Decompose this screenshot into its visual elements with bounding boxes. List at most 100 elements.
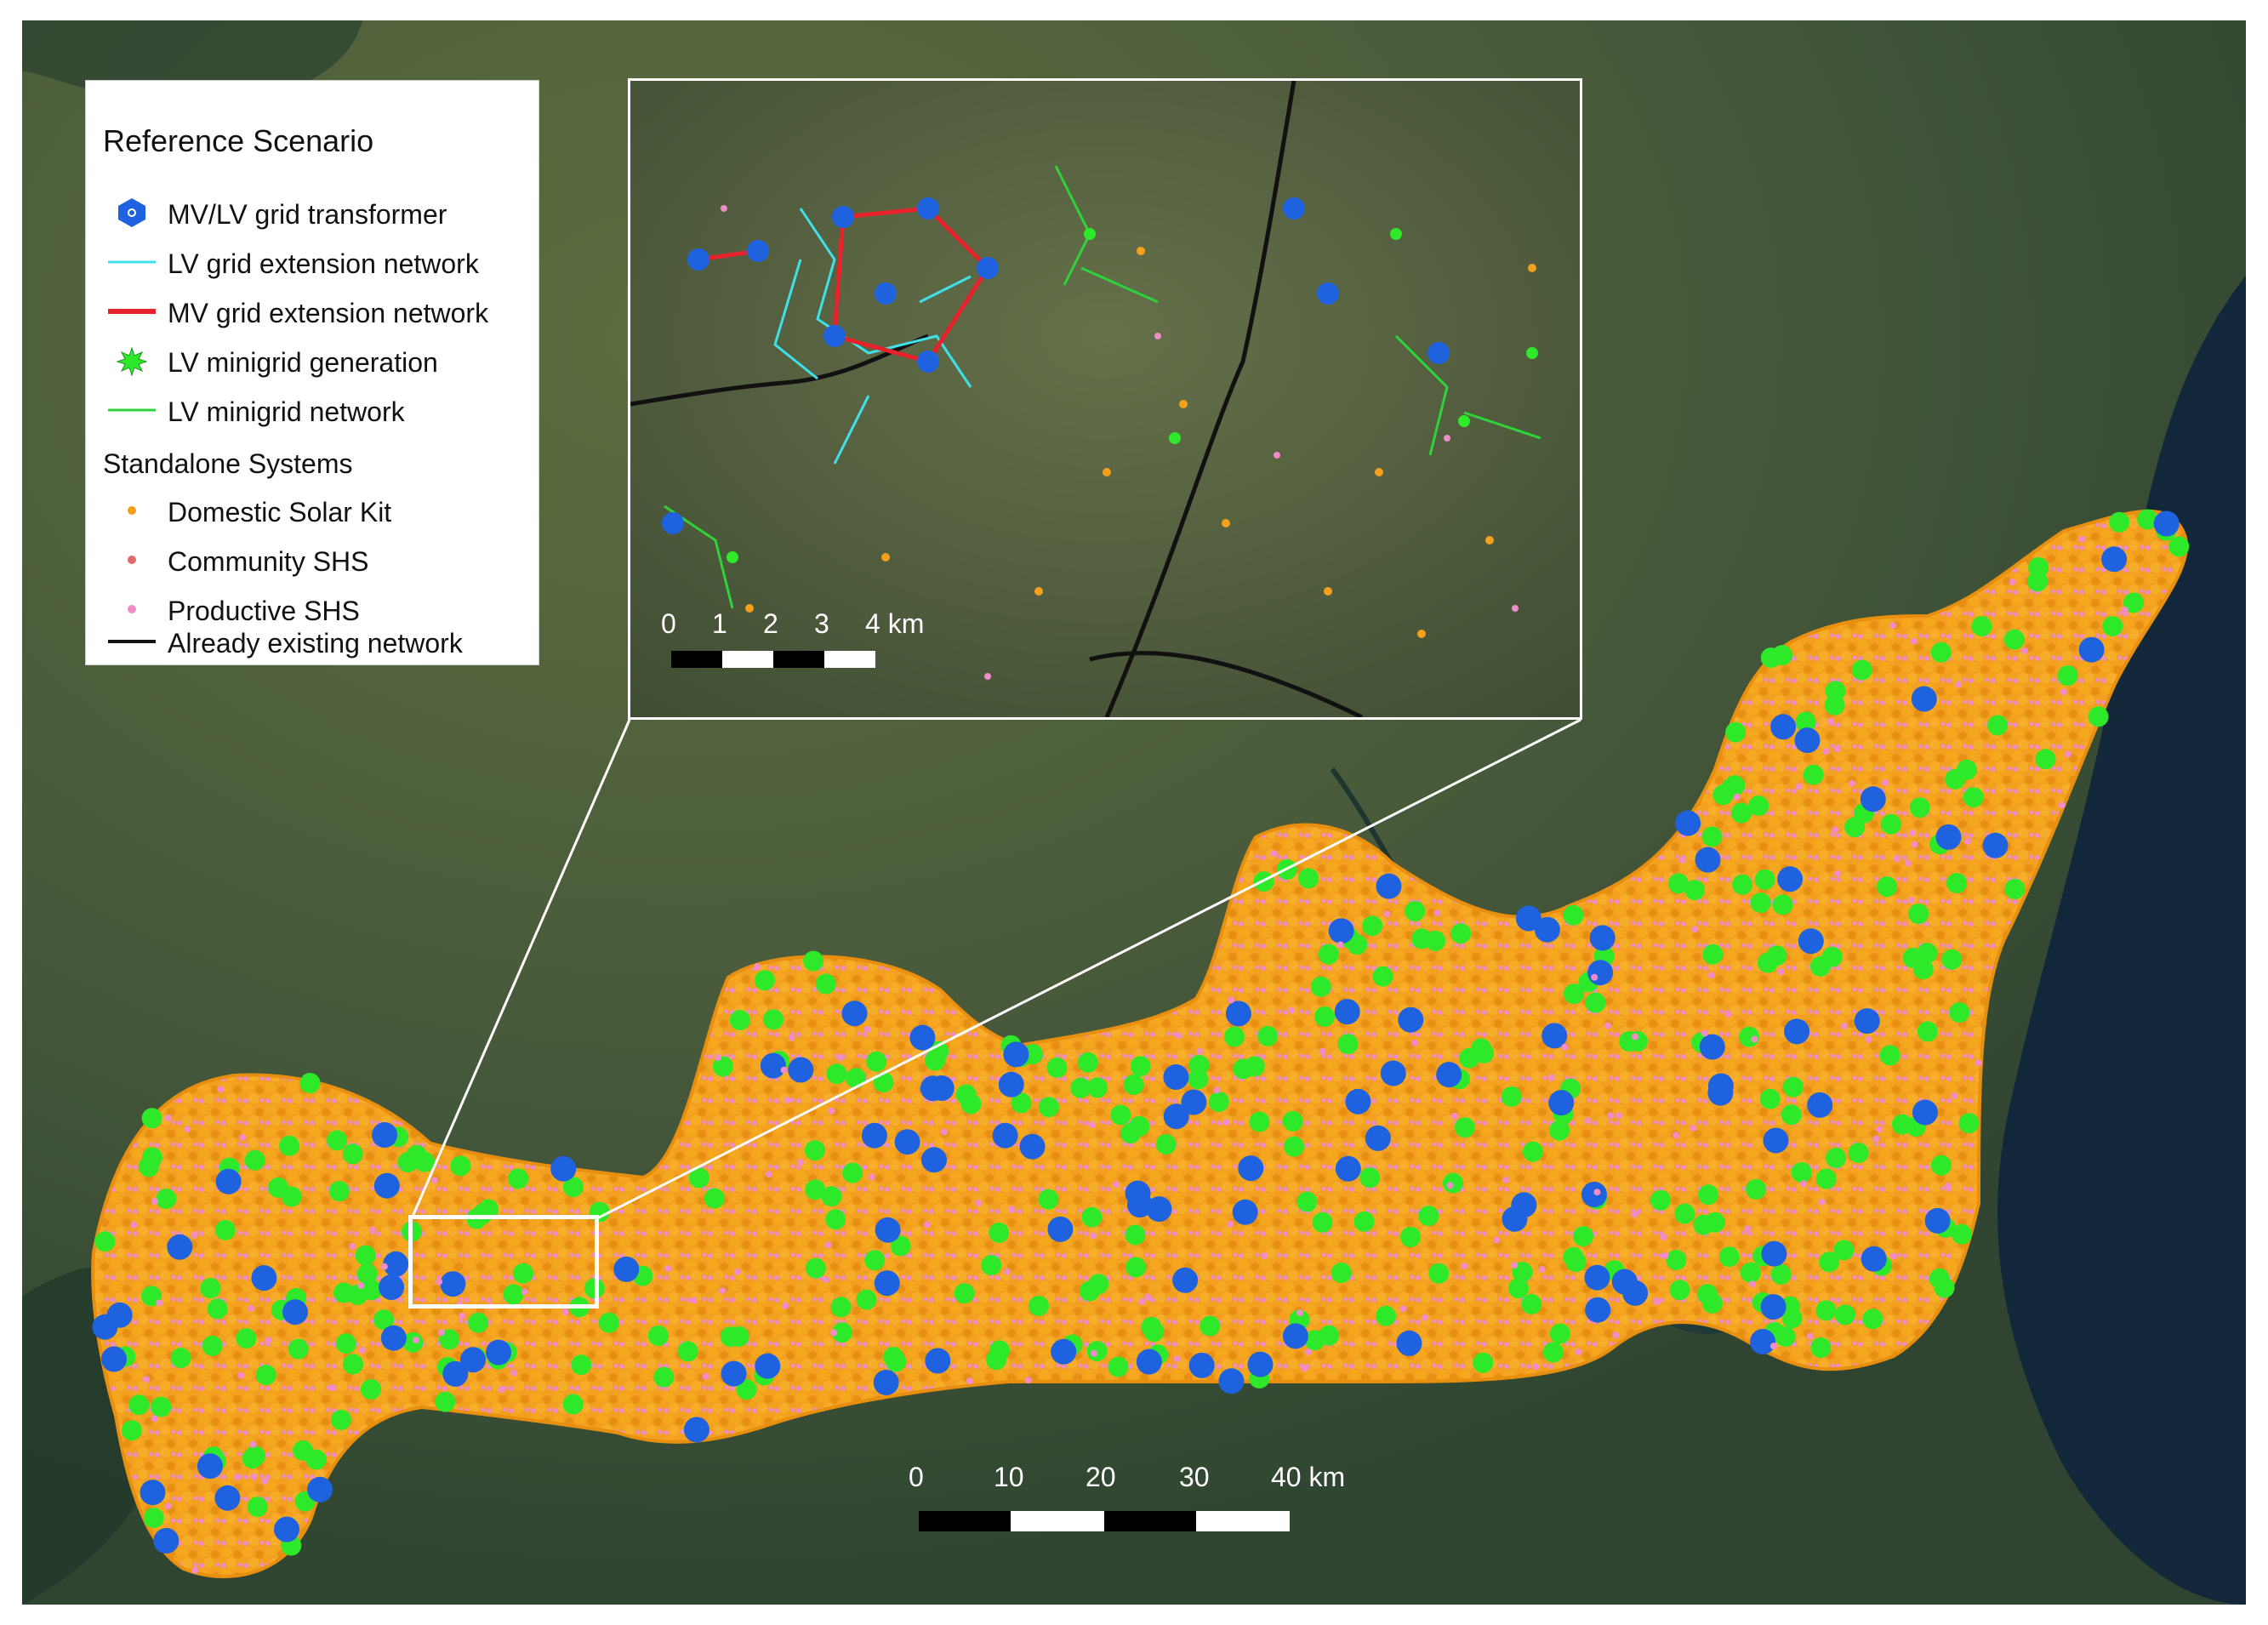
grid-transformer-marker: [153, 1528, 180, 1554]
productive-shs-marker: [165, 1502, 173, 1510]
minigrid-generation-marker: [1450, 923, 1472, 944]
minigrid-generation-marker: [2137, 509, 2158, 530]
inset-scale-label-4: 4 km: [865, 608, 925, 639]
minigrid-generation-marker: [805, 1140, 825, 1161]
minigrid-generation-marker: [1929, 1268, 1950, 1289]
minigrid-generation-marker: [1573, 1226, 1593, 1247]
minigrid-generation-marker: [1312, 1212, 1333, 1233]
minigrid-generation-marker: [450, 1155, 471, 1177]
minigrid-generation-marker: [1188, 1054, 1210, 1075]
grid-transformer-marker: [274, 1516, 299, 1542]
minigrid-generation-marker: [846, 1068, 867, 1089]
grid-transformer-marker: [1750, 1329, 1776, 1354]
productive-shs-marker: [130, 1221, 138, 1229]
grid-transformer-marker: [1247, 1351, 1274, 1377]
minigrid-generation-marker: [373, 1309, 395, 1331]
minigrid-generation-marker: [1087, 1077, 1108, 1098]
lake-east: [1997, 276, 2246, 1605]
minigrid-generation-marker: [1223, 1026, 1245, 1047]
minigrid-generation-marker: [343, 1354, 363, 1375]
minigrid-generation-marker: [571, 1354, 592, 1376]
productive-shs-marker: [868, 1173, 875, 1181]
productive-shs-marker: [1800, 1180, 1808, 1188]
minigrid-generation-marker: [1795, 711, 1816, 733]
grid-transformer-marker: [167, 1234, 193, 1260]
productive-shs-marker: [1975, 1059, 1982, 1067]
legend-item-lv-grid: LV grid extension network: [86, 241, 540, 283]
grid-transformer-marker: [1587, 960, 1614, 986]
minigrid-generation-marker: [2168, 536, 2190, 557]
inset-productive-shs: [721, 205, 1519, 680]
minigrid-generation-marker: [1549, 1120, 1570, 1141]
inset-transformers: [662, 197, 1450, 534]
minigrid-generation-marker: [207, 1298, 228, 1320]
grid-transformer-marker: [440, 1271, 466, 1297]
minigrid-generation-marker: [1257, 1025, 1279, 1046]
productive-shs-marker: [1660, 1234, 1667, 1241]
productive-shs-marker: [1733, 793, 1741, 801]
minigrid-generation-marker: [361, 1379, 381, 1400]
minigrid-generation-marker: [1851, 659, 1872, 681]
grid-transformer-marker: [1163, 1064, 1189, 1090]
minigrid-generation-marker: [866, 1051, 887, 1072]
productive-shs-marker: [690, 1297, 698, 1304]
main-scale-label-20: 20: [1086, 1462, 1116, 1492]
minigrid-generation-marker: [1963, 787, 1984, 808]
minigrid-generation-marker: [1684, 880, 1706, 901]
grid-transformer-marker: [909, 1024, 936, 1051]
existing-network-line-3: [1089, 651, 1364, 717]
productive-shs-marker: [1144, 1293, 1152, 1301]
minigrid-generation-marker: [1563, 1246, 1584, 1268]
minigrid-generation-marker: [1748, 795, 1769, 817]
minigrid-generation-marker: [1833, 1240, 1855, 1261]
productive-shs-marker: [2009, 578, 2016, 585]
minigrid-generation-marker: [1443, 1172, 1463, 1194]
minigrid-generation-marker: [268, 1177, 289, 1198]
productive-shs-marker: [1876, 1126, 1883, 1133]
grid-transformer-marker: [1380, 1060, 1406, 1086]
grid-transformer-marker: [379, 1274, 405, 1300]
minigrid-generation-marker: [1125, 1224, 1146, 1246]
grid-transformer-marker: [1622, 1280, 1649, 1306]
minigrid-generation-marker: [1155, 1134, 1177, 1155]
productive-shs-marker: [719, 1287, 727, 1295]
productive-shs-marker: [1679, 857, 1686, 864]
minigrid-generation-marker: [763, 1009, 784, 1030]
grid-transformer-marker: [1232, 1199, 1258, 1225]
inset-terrain: [630, 81, 1580, 717]
minigrid-generation-marker: [1425, 930, 1446, 951]
zoom-extent-box: [408, 1215, 599, 1309]
grid-transformer-marker: [1935, 824, 1962, 850]
minigrid-generation-marker: [1143, 1321, 1165, 1343]
grid-transformer-marker: [1777, 866, 1804, 892]
minigrid-generation-marker: [1253, 871, 1274, 892]
productive-shs-marker: [1701, 1029, 1709, 1037]
minigrid-generation-marker: [1130, 1056, 1151, 1077]
productive-shs-marker: [1795, 783, 1803, 790]
minigrid-generation-marker: [1081, 1206, 1103, 1228]
minigrid-generation-marker: [2035, 749, 2056, 770]
productive-shs-marker: [1113, 1181, 1120, 1189]
main-scale-label-0: 0: [909, 1462, 924, 1492]
grid-transformer-marker: [1581, 1182, 1607, 1207]
grid-transformer-marker: [925, 1348, 951, 1374]
grid-transformer-marker: [841, 1001, 868, 1027]
minigrid-generation-marker: [890, 1235, 911, 1257]
minigrid-generation-marker: [141, 1108, 162, 1129]
productive-shs-marker: [1945, 1183, 1952, 1189]
grid-transformer-marker: [1502, 1206, 1528, 1232]
productive-shs-marker: [1848, 779, 1855, 787]
minigrid-generation-marker: [1359, 1167, 1381, 1189]
productive-shs-marker: [1301, 1365, 1308, 1372]
minigrid-generation-marker: [279, 1135, 300, 1156]
inset-scale-bar: [671, 651, 875, 668]
minigrid-generation-marker: [1772, 894, 1793, 915]
grid-transformer-marker: [928, 1075, 954, 1101]
minigrid-generation-marker: [803, 950, 824, 972]
minigrid-generation-marker: [1353, 1211, 1375, 1232]
legend-label-productive-shs: Productive SHS: [168, 596, 360, 626]
grid-transformer-marker: [1136, 1348, 1162, 1375]
productive-shs-marker: [1421, 1314, 1428, 1321]
minigrid-generation-marker: [1418, 1206, 1439, 1227]
minigrid-generation-marker: [1930, 1155, 1952, 1176]
